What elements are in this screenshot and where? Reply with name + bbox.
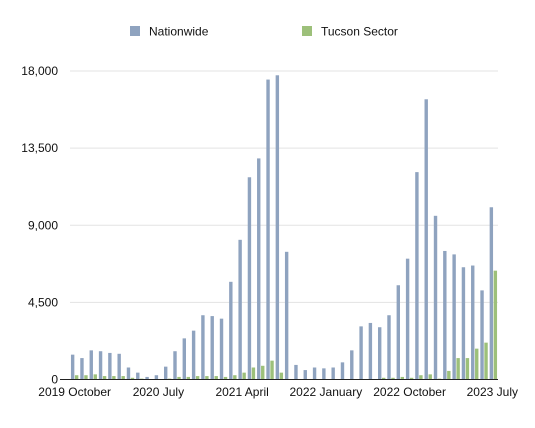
bar-nationwide [424, 99, 428, 380]
bar-nationwide [98, 351, 103, 380]
x-tick-label: 2019 October [38, 385, 111, 399]
bar-nationwide [145, 376, 149, 380]
bar-nationwide [303, 370, 307, 380]
bar-nationwide [340, 362, 345, 380]
bar-nationwide [136, 372, 140, 380]
bar-nationwide [405, 258, 410, 380]
bar-nationwide [182, 338, 186, 380]
bar-tucson-sector [270, 360, 274, 380]
x-tick-label: 2022 January [290, 385, 363, 399]
bar-nationwide [433, 215, 438, 380]
bar-nationwide [461, 267, 466, 380]
x-tick-label: 2021 April [215, 385, 268, 399]
bar-nationwide [70, 354, 75, 380]
bar-tucson-sector [242, 372, 246, 380]
y-tick-label: 9,000 [28, 218, 58, 232]
bars [70, 75, 498, 380]
y-tick-label: 0 [51, 373, 58, 387]
bar-nationwide [164, 366, 168, 380]
bar-nationwide [368, 322, 373, 380]
bar-tucson-sector [130, 377, 135, 380]
bar-tucson-sector [205, 376, 209, 380]
bar-nationwide [312, 367, 317, 380]
bar-tucson-sector [223, 376, 228, 380]
bar-nationwide [415, 172, 419, 380]
bar-tucson-sector [93, 374, 97, 380]
bar-nationwide [387, 315, 391, 380]
x-tick-label: 2023 July [467, 385, 518, 399]
bar-nationwide [117, 353, 121, 380]
bar-nationwide [173, 351, 177, 380]
bar-tucson-sector [419, 375, 423, 380]
bar-nationwide [126, 367, 131, 380]
bar-tucson-sector [102, 376, 107, 380]
bar-tucson-sector [391, 377, 395, 380]
bar-tucson-sector [409, 377, 414, 380]
grid-lines [70, 70, 498, 303]
bar-nationwide [443, 250, 447, 380]
bar-nationwide [275, 75, 280, 380]
bar-tucson-sector [195, 376, 200, 380]
bar-nationwide [350, 350, 354, 380]
bar-nationwide [294, 364, 298, 380]
y-axis-labels: 0 4,500 9,000 13,500 18,000 [21, 64, 58, 387]
bar-nationwide [108, 352, 112, 380]
y-tick-label: 18,000 [21, 64, 58, 78]
bar-tucson-sector [475, 348, 479, 380]
x-tick-label: 2020 July [133, 385, 184, 399]
bar-nationwide [154, 375, 159, 380]
bar-tucson-sector [261, 365, 265, 380]
bar-nationwide [191, 330, 196, 380]
legend: Nationwide Tucson Sector [130, 25, 398, 39]
bar-tucson-sector [214, 376, 218, 380]
bar-nationwide [480, 290, 484, 380]
legend-swatch-tucson-sector [302, 26, 312, 36]
bar-nationwide [229, 281, 233, 380]
bar-nationwide [238, 239, 242, 380]
bar-nationwide [359, 326, 363, 380]
bar-nationwide [247, 177, 252, 380]
bar-nationwide [89, 350, 93, 380]
bar-nationwide [257, 158, 261, 380]
bar-tucson-sector [74, 375, 79, 380]
bar-tucson-sector [177, 376, 181, 380]
bar-nationwide [452, 254, 456, 380]
bar-nationwide [378, 327, 382, 380]
bar-tucson-sector [84, 375, 88, 380]
bar-tucson-sector [251, 367, 256, 380]
y-tick-label: 4,500 [28, 295, 58, 309]
bar-tucson-sector [484, 342, 488, 380]
bar-nationwide [331, 367, 335, 380]
legend-label-tucson-sector: Tucson Sector [321, 25, 398, 39]
bar-tucson-sector [121, 376, 125, 380]
bar-tucson-sector [233, 375, 237, 380]
bar-tucson-sector [112, 376, 116, 380]
bar-tucson-sector [456, 358, 460, 380]
y-tick-label: 13,500 [21, 141, 58, 155]
bar-tucson-sector [447, 370, 451, 380]
legend-swatch-nationwide [130, 26, 140, 36]
x-tick-label: 2022 October [373, 385, 446, 399]
bar-tucson-sector [279, 372, 284, 380]
bar-tucson-sector [428, 374, 432, 380]
bar-tucson-sector [400, 376, 404, 380]
bar-nationwide [201, 315, 205, 380]
bar-nationwide [80, 358, 84, 380]
bar-nationwide [219, 318, 224, 380]
bar-nationwide [266, 79, 270, 380]
bar-tucson-sector [186, 376, 190, 380]
bar-tucson-sector [465, 358, 470, 380]
legend-label-nationwide: Nationwide [149, 25, 209, 39]
bar-tucson-sector [493, 270, 498, 380]
bar-nationwide [284, 251, 289, 380]
bar-nationwide [210, 316, 214, 380]
bar-nationwide [396, 285, 400, 380]
bar-nationwide [489, 207, 494, 380]
bar-nationwide [322, 368, 326, 380]
bar-nationwide [471, 265, 475, 380]
x-axis-labels: 2019 October 2020 July 2021 April 2022 Janu… [38, 385, 518, 399]
bar-tucson-sector [382, 377, 386, 380]
